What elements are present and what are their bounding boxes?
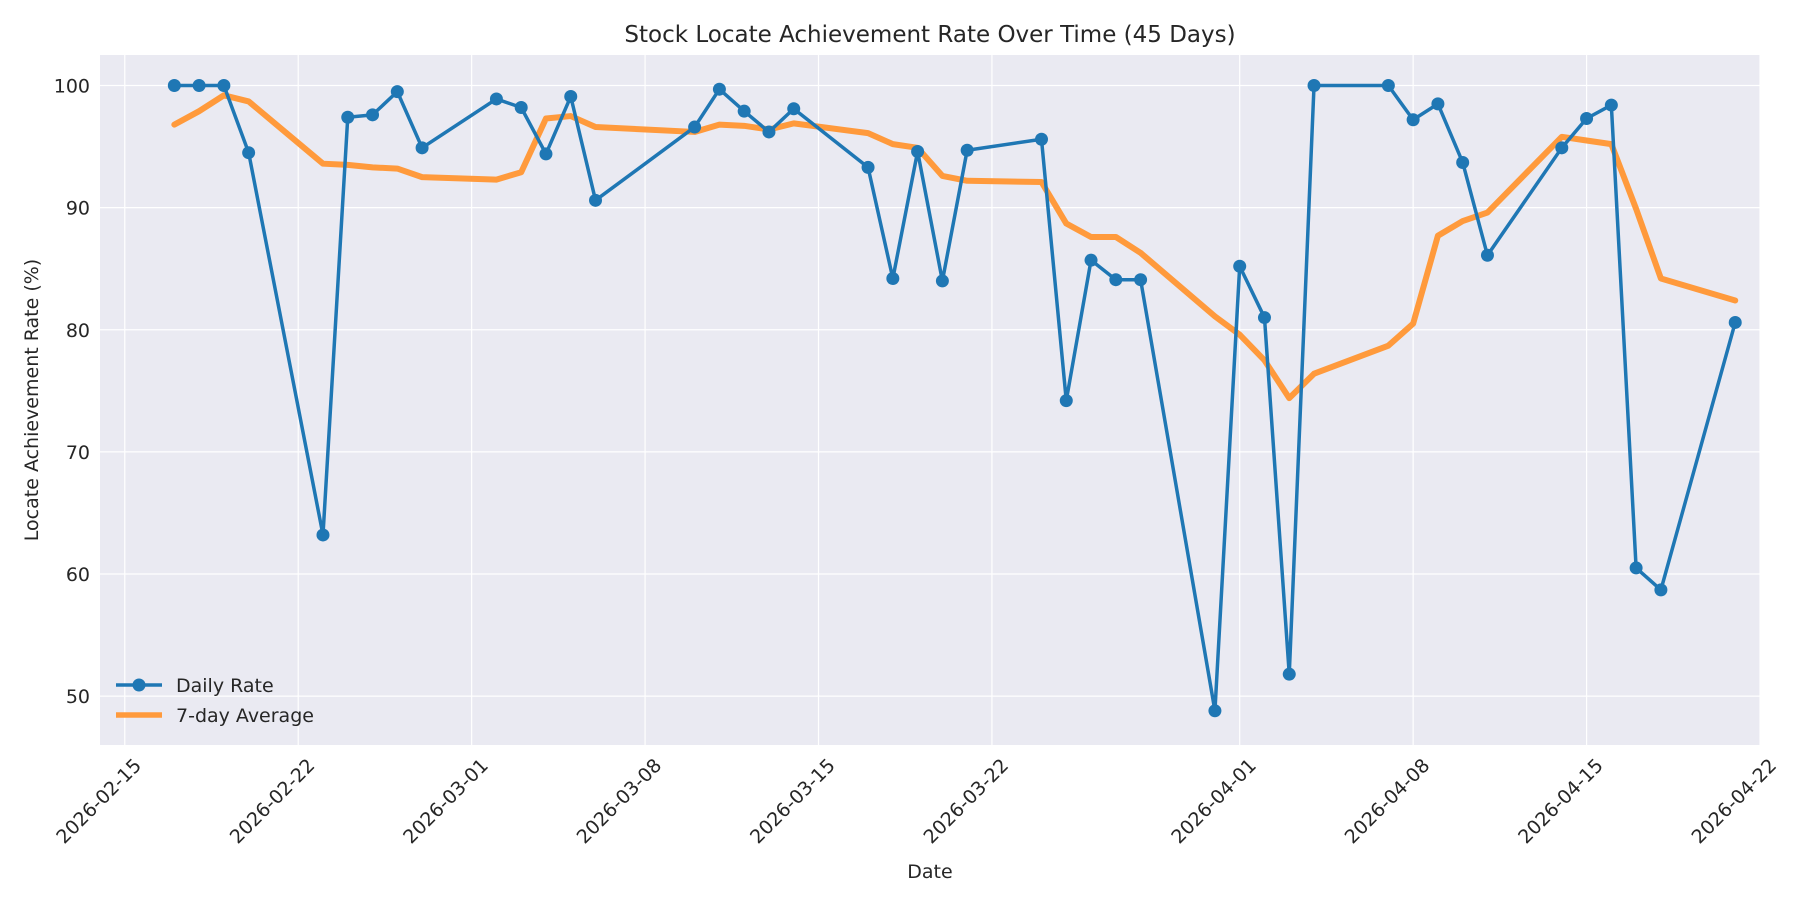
data-point-daily-rate [1629, 561, 1643, 575]
data-point-daily-rate [1282, 667, 1296, 681]
data-point-daily-rate [242, 146, 256, 160]
data-point-daily-rate [167, 79, 181, 93]
data-point-daily-rate [1109, 273, 1123, 287]
data-point-daily-rate [341, 110, 355, 124]
chart-title: Stock Locate Achievement Rate Over Time … [624, 22, 1235, 48]
data-point-daily-rate [787, 102, 801, 116]
data-point-daily-rate [960, 143, 974, 157]
x-tick-label: 2026-02-22 [226, 755, 320, 849]
data-point-daily-rate [316, 528, 330, 542]
y-tick-label: 100 [54, 76, 90, 98]
data-point-daily-rate [1555, 141, 1569, 155]
x-tick-label: 2026-04-01 [1167, 755, 1261, 849]
data-point-daily-rate [539, 147, 553, 161]
data-point-daily-rate [1654, 583, 1668, 597]
data-point-daily-rate [489, 92, 503, 106]
x-tick-label: 2026-04-08 [1341, 755, 1435, 849]
x-tick-label: 2026-03-15 [746, 755, 840, 849]
data-point-daily-rate [861, 160, 875, 174]
legend-label-7-day-average: 7-day Average [176, 705, 314, 727]
data-point-daily-rate [366, 108, 380, 122]
data-point-daily-rate [217, 79, 231, 93]
data-point-daily-rate [1084, 253, 1098, 267]
grid-lines [100, 55, 1761, 745]
data-point-daily-rate [1580, 112, 1594, 126]
data-point-daily-rate [1456, 155, 1470, 169]
data-point-daily-rate [415, 141, 429, 155]
data-point-daily-rate [762, 125, 776, 139]
legend-label-daily-rate: Daily Rate [176, 675, 274, 697]
x-tick-label: 2026-04-22 [1688, 755, 1782, 849]
y-tick-label: 50 [66, 686, 90, 708]
legend: Daily Rate 7-day Average [116, 675, 314, 727]
x-tick-label: 2026-02-15 [52, 755, 146, 849]
y-tick-labels: 50 60 70 80 90 100 [54, 76, 90, 709]
y-tick-label: 90 [66, 198, 90, 220]
data-point-daily-rate [935, 274, 949, 288]
data-point-daily-rate [589, 193, 603, 207]
data-point-daily-rate [192, 79, 206, 93]
data-point-daily-rate [1034, 132, 1048, 146]
data-point-daily-rate [1134, 273, 1148, 287]
data-point-daily-rate [1307, 79, 1321, 93]
series-layer [167, 79, 1742, 718]
x-tick-label: 2026-03-08 [573, 755, 667, 849]
data-point-daily-rate [1233, 259, 1247, 273]
data-point-daily-rate [886, 271, 900, 285]
data-point-daily-rate [1406, 113, 1420, 127]
y-axis-label: Locate Achievement Rate (%) [21, 259, 43, 541]
x-axis-label: Date [907, 861, 952, 883]
x-tick-label: 2026-04-15 [1514, 755, 1608, 849]
y-tick-label: 60 [66, 564, 90, 586]
data-point-daily-rate [737, 104, 751, 118]
data-point-daily-rate [1257, 311, 1271, 325]
legend-marker-daily-rate [132, 678, 146, 692]
data-point-daily-rate [514, 101, 528, 115]
data-point-daily-rate [1431, 97, 1445, 111]
x-tick-labels: 2026-02-15 2026-02-22 2026-03-01 2026-03-08… [52, 755, 1781, 849]
data-point-daily-rate [712, 82, 726, 96]
data-point-daily-rate [564, 90, 578, 104]
y-tick-label: 80 [66, 320, 90, 342]
data-point-daily-rate [1208, 704, 1222, 718]
data-point-daily-rate [1381, 79, 1395, 93]
series-line-7-day-average [171, 92, 1739, 402]
data-point-daily-rate [688, 120, 702, 134]
x-tick-label: 2026-03-01 [399, 755, 493, 849]
data-point-daily-rate [911, 144, 925, 158]
data-point-daily-rate [1604, 98, 1618, 112]
data-point-daily-rate [390, 85, 404, 99]
data-point-daily-rate [1480, 248, 1494, 262]
data-point-daily-rate [1728, 315, 1742, 329]
y-tick-label: 70 [66, 442, 90, 464]
x-tick-label: 2026-03-22 [919, 755, 1013, 849]
data-point-daily-rate [1059, 394, 1073, 408]
